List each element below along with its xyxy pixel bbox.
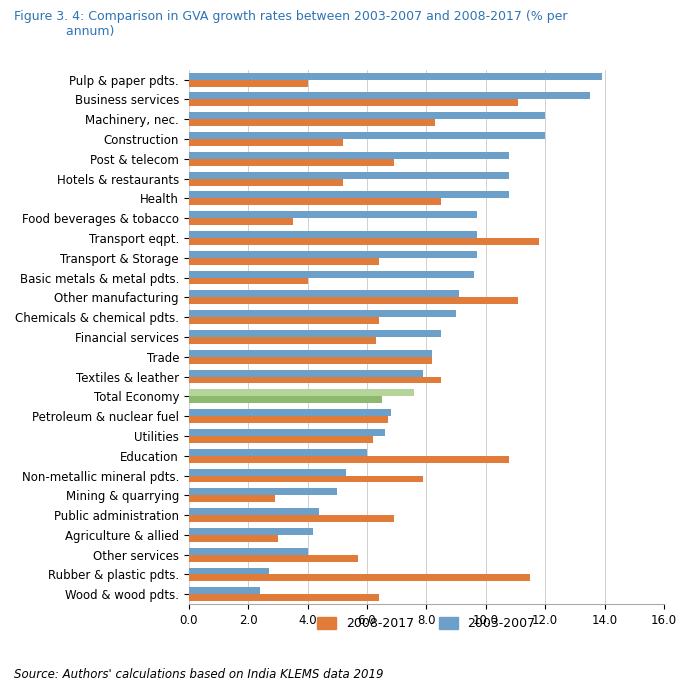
Bar [189,278,307,285]
Bar [189,449,367,456]
Bar [189,469,346,475]
Bar [189,251,477,258]
Bar [189,211,477,218]
Bar [189,119,435,126]
Bar [189,508,320,515]
Bar [189,311,456,317]
Bar [189,575,530,581]
Text: Source: Authors' calculations based on India KLEMS data 2019: Source: Authors' calculations based on I… [14,668,383,681]
Bar [189,198,441,205]
Bar [189,594,379,601]
Bar [189,548,307,555]
Bar [189,350,432,357]
Bar [189,528,313,535]
Bar [189,515,394,522]
Bar [189,99,518,106]
Bar [189,409,391,416]
Bar [189,396,382,404]
Bar [189,369,424,376]
Text: Figure 3. 4: Comparison in GVA growth rates between 2003-2007 and 2008-2017 (% p: Figure 3. 4: Comparison in GVA growth ra… [14,10,567,38]
Bar [189,317,379,324]
Bar [189,330,441,337]
Bar [189,179,343,185]
Bar [189,159,394,166]
Bar [189,258,379,265]
Bar [189,79,307,87]
Bar [189,132,545,139]
Bar [189,588,260,594]
Bar [189,555,358,562]
Bar [189,429,385,436]
Bar [189,73,601,79]
Bar [189,488,337,495]
Bar [189,298,518,304]
Bar [189,172,509,179]
Bar [189,568,269,575]
Bar [189,291,459,298]
Bar [189,231,477,238]
Bar [189,139,343,146]
Bar [189,495,275,502]
Bar [189,92,590,99]
Bar [189,475,424,482]
Bar [189,152,509,159]
Bar [189,337,376,344]
Bar [189,456,509,462]
Bar [189,238,539,245]
Bar [189,436,373,443]
Bar [189,192,509,198]
Legend: 2008-2017, 2003-2007: 2008-2017, 2003-2007 [312,612,540,635]
Bar [189,376,441,384]
Bar [189,357,432,364]
Bar [189,535,277,542]
Bar [189,112,545,119]
Bar [189,218,293,225]
Bar [189,389,415,396]
Bar [189,271,474,278]
Bar [189,416,388,423]
